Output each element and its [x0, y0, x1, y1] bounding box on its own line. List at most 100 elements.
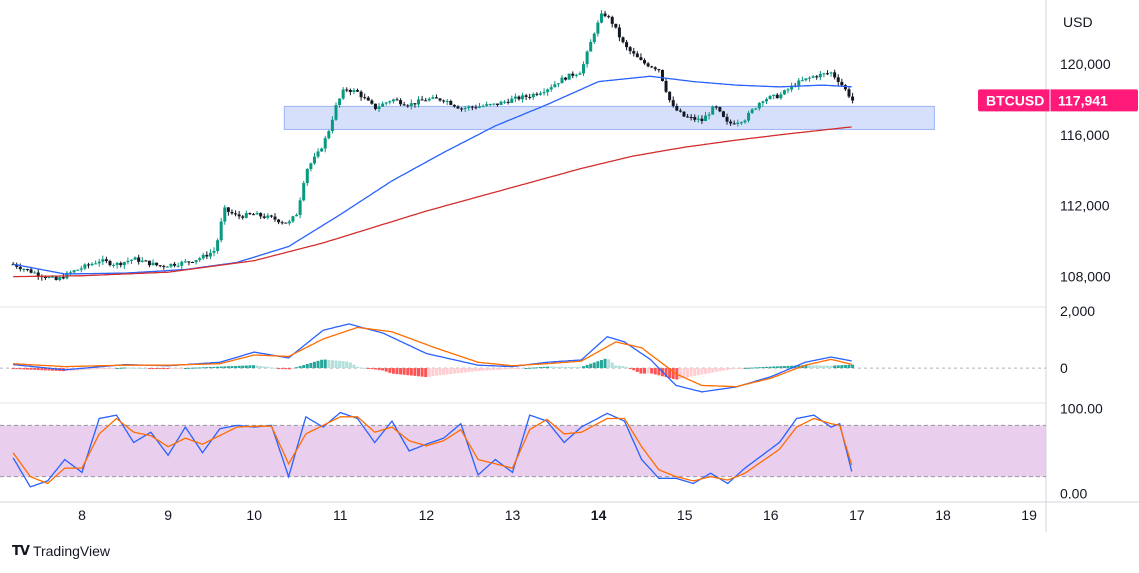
macd-histogram-bar: [775, 366, 779, 369]
candle-body: [474, 107, 478, 109]
macd-histogram-bar: [535, 367, 539, 369]
candle-body: [295, 214, 299, 217]
candle-body: [208, 252, 212, 257]
macd-histogram-bar: [277, 368, 281, 370]
macd-histogram-bar: [212, 366, 216, 369]
candle-body: [696, 118, 700, 120]
candle-body: [316, 151, 320, 157]
macd-histogram-bar: [488, 368, 492, 371]
macd-histogram-bar: [151, 368, 155, 370]
last-price-label: 117,941: [1058, 92, 1108, 108]
tradingview-brand[interactable]: TV TradingView: [12, 543, 110, 559]
candle-body: [427, 98, 431, 101]
candle-body: [409, 103, 413, 107]
macd-histogram-bar: [538, 367, 542, 369]
macd-histogram-bar: [122, 367, 126, 369]
candle-body: [173, 263, 177, 266]
candle-body: [370, 100, 374, 104]
macd-histogram-bar: [298, 366, 302, 369]
candle-body: [402, 104, 406, 106]
macd-histogram-bar: [273, 367, 277, 369]
candle-body: [818, 73, 822, 78]
macd-histogram-bar: [847, 364, 851, 369]
candle-body: [528, 96, 532, 98]
candle-body: [790, 85, 794, 90]
macd-histogram-bar: [15, 368, 19, 370]
macd-histogram-bar: [589, 363, 593, 369]
candle-body: [678, 110, 682, 112]
candle-body: [280, 222, 284, 224]
candle-body: [603, 13, 607, 17]
candle-body: [381, 103, 385, 107]
candle-body: [183, 261, 187, 263]
candle-body: [226, 207, 230, 212]
price-tick-label: 120,000: [1060, 56, 1111, 72]
macd-histogram-bar: [510, 368, 514, 370]
candle-body: [768, 95, 772, 100]
macd-histogram-bar: [223, 366, 227, 369]
macd-histogram-bar: [714, 368, 718, 372]
moving-averages-layer: [12, 75, 852, 278]
macd-histogram-bar: [259, 365, 263, 369]
macd-histogram-bar: [531, 367, 535, 369]
macd-histogram-bar: [244, 365, 248, 369]
macd-histogram-bar: [219, 366, 223, 369]
candle-body: [320, 148, 324, 152]
candle-body: [833, 72, 837, 78]
macd-histogram-bar: [456, 368, 460, 374]
candle-body: [721, 111, 725, 117]
candle-body: [76, 269, 80, 271]
candle-body: [151, 262, 155, 266]
macd-histogram-bar: [582, 366, 586, 369]
macd-histogram-bar: [761, 367, 765, 369]
macd-histogram-bar: [280, 368, 284, 370]
macd-histogram-bar: [255, 365, 259, 369]
macd-histogram-bar: [682, 368, 686, 379]
stoch-d-line: [12, 416, 853, 485]
candle-body: [693, 117, 697, 120]
macd-histogram-bar: [97, 368, 101, 370]
macd-histogram-bar: [25, 368, 29, 370]
price-axis-ticks: 108,000 112,000 116,000 120,000: [1060, 56, 1111, 285]
macd-histogram-bar: [445, 368, 449, 375]
macd-histogram-bar: [43, 368, 47, 371]
candle-body: [158, 265, 162, 267]
price-tick-label: 116,000: [1060, 127, 1110, 143]
candle-body: [506, 101, 510, 103]
macd-histogram-bar: [668, 368, 672, 379]
time-tick-label: 10: [246, 507, 262, 523]
candle-body: [201, 254, 205, 259]
candle-body: [607, 16, 611, 18]
macd-histogram-bar: [757, 367, 761, 369]
macd-histogram-bar: [356, 366, 360, 369]
candle-body: [750, 109, 754, 113]
candle-body: [449, 100, 453, 105]
macd-histogram-bar: [377, 368, 381, 370]
candle-body: [510, 98, 514, 103]
time-tick-label: 11: [333, 507, 348, 523]
candle-body: [470, 106, 474, 108]
candle-body: [660, 69, 664, 81]
candle-body: [79, 268, 83, 270]
candle-body: [585, 51, 589, 65]
candle-body: [140, 260, 144, 262]
support-zone-layer: [283, 105, 935, 130]
candle-body: [348, 90, 352, 92]
macd-histogram-bar: [700, 368, 704, 375]
candle-body: [198, 258, 202, 261]
time-tick-label: 17: [849, 507, 865, 523]
macd-histogram-bar: [312, 361, 316, 369]
macd-histogram-bar: [628, 368, 632, 370]
candle-body: [230, 211, 234, 214]
candle-body: [112, 264, 116, 266]
macd-histogram-bar: [729, 368, 733, 370]
macd-histogram-bar: [449, 368, 453, 375]
candle-body: [517, 96, 521, 100]
macd-histogram-bar: [327, 359, 331, 369]
candle-body: [477, 106, 481, 108]
macd-histogram-bar: [36, 368, 40, 371]
candle-body: [840, 81, 844, 86]
macd-histogram-bar: [406, 368, 410, 376]
candle-body: [711, 106, 715, 115]
